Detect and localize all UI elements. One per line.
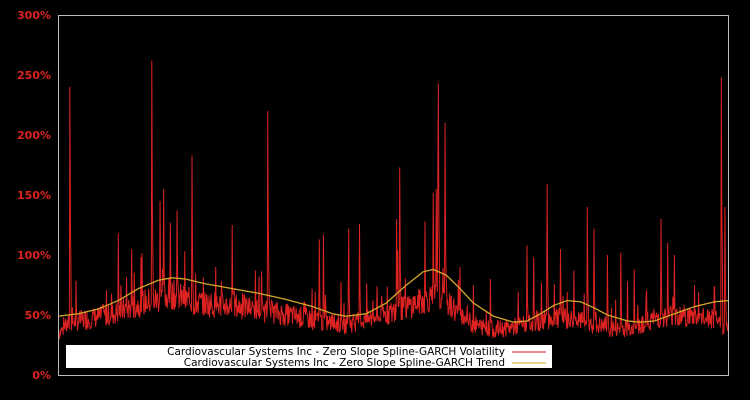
y-tick-label: 100% [17, 249, 51, 262]
y-tick-label: 300% [17, 9, 51, 22]
legend-box [66, 345, 552, 368]
y-tick-label: 0% [32, 369, 51, 382]
legend-label-trend: Cardiovascular Systems Inc - Zero Slope … [184, 357, 505, 369]
legend-label-volatility: Cardiovascular Systems Inc - Zero Slope … [167, 346, 505, 358]
legend: Cardiovascular Systems Inc - Zero Slope … [66, 345, 552, 369]
plot-area [58, 60, 728, 340]
y-tick-label: 250% [17, 69, 51, 82]
plot-frame [58, 15, 729, 376]
y-axis-labels: 0% 50% 100% 150% 200% 250% 300% [17, 9, 51, 382]
y-tick-label: 50% [25, 309, 51, 322]
y-tick-label: 150% [17, 189, 51, 202]
volatility-series-line [58, 60, 728, 340]
trend-series-line [58, 268, 728, 323]
y-tick-label: 200% [17, 129, 51, 142]
